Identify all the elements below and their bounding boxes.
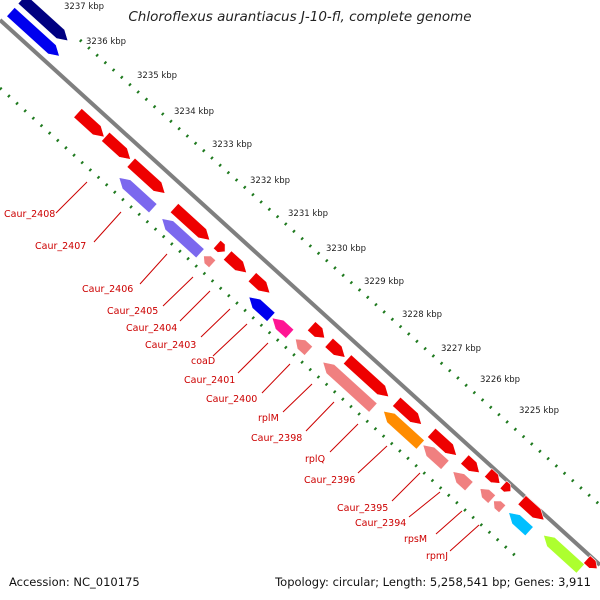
leader-line-caur-2406 <box>139 253 168 285</box>
tick-label-3229-kbp: 3229 kbp <box>364 277 404 287</box>
tick-label-3232-kbp: 3232 kbp <box>250 176 290 186</box>
leader-line-caur-2394 <box>408 491 441 518</box>
gene-arrow-5[interactable] <box>126 157 169 198</box>
gene-arrow-32[interactable] <box>539 531 585 574</box>
gene-arrow-33[interactable] <box>583 555 600 573</box>
leader-line-caur-2400 <box>261 363 291 394</box>
gene-arrow-27[interactable] <box>476 485 497 504</box>
gene-arrow-4[interactable] <box>100 131 134 164</box>
scale-ticks: 3237 kbp 3236 kbp 3235 kbp 3234 kbp 3233 kbp… <box>64 2 559 416</box>
gene-arrow-22[interactable] <box>426 427 460 460</box>
gene-arrow-26[interactable] <box>483 468 503 488</box>
gene-label-caur-2408: Caur_2408 <box>4 209 55 220</box>
gene-label-coad: coaD <box>191 356 215 367</box>
gene-label-caur-2400: Caur_2400 <box>206 394 257 405</box>
tick-label-3236-kbp: 3236 kbp <box>86 37 126 47</box>
gene-arrow-18[interactable] <box>342 354 393 402</box>
gene-arrow-19[interactable] <box>319 358 378 413</box>
gene-arrow-9[interactable] <box>212 239 229 256</box>
outer-dotted-ring <box>79 38 600 507</box>
gene-arrow-28[interactable] <box>499 480 514 495</box>
gene-label-caur-2404: Caur_2404 <box>126 323 177 334</box>
gene-label-caur-2403: Caur_2403 <box>145 340 196 351</box>
gene-arrow-13[interactable] <box>245 292 276 322</box>
tick-label-3227-kbp: 3227 kbp <box>441 344 481 354</box>
gene-arrow-15[interactable] <box>306 321 328 343</box>
gene-arrow-21[interactable] <box>379 407 425 450</box>
gene-arrow-20[interactable] <box>391 396 425 429</box>
gene-label-rpsm: rpsM <box>404 534 427 545</box>
gene-arrow-25[interactable] <box>449 467 474 492</box>
gene-label-caur-2405: Caur_2405 <box>107 306 158 317</box>
gene-arrow-12[interactable] <box>247 272 274 297</box>
map-title: Chloroflexus aurantiacus J-10-fl, comple… <box>128 9 472 25</box>
accession-text: Accession: NC_010175 <box>9 575 140 589</box>
gene-label-caur-2395: Caur_2395 <box>337 503 388 514</box>
gene-label-caur-2398: Caur_2398 <box>251 433 302 444</box>
gene-arrow-10[interactable] <box>200 252 217 269</box>
gene-label-caur-2396: Caur_2396 <box>304 475 355 486</box>
gene-arrow-2[interactable] <box>6 6 64 60</box>
gene-arrow-16[interactable] <box>291 335 314 356</box>
leader-line-caur-2396 <box>357 445 388 474</box>
gene-arrow-30[interactable] <box>517 495 548 524</box>
gene-label-rpmj: rpmJ <box>426 551 448 562</box>
tick-label-3233-kbp: 3233 kbp <box>212 140 252 150</box>
gene-label-caur-2394: Caur_2394 <box>355 518 406 529</box>
gene-arrow-1[interactable] <box>17 0 72 45</box>
tick-label-3235-kbp: 3235 kbp <box>137 71 177 81</box>
leader-line-coad <box>212 323 248 357</box>
gene-arrow-23[interactable] <box>419 440 450 470</box>
leader-line-caur-2407 <box>93 211 122 243</box>
tick-label-3234-kbp: 3234 kbp <box>174 107 214 117</box>
gene-arrow-8[interactable] <box>158 214 205 259</box>
leader-line-rpmj <box>449 524 480 552</box>
gene-label-caur-2407: Caur_2407 <box>35 241 86 252</box>
gene-arrow-29[interactable] <box>490 497 507 514</box>
tick-label-3230-kbp: 3230 kbp <box>326 244 366 254</box>
gene-arrow-31[interactable] <box>505 508 534 537</box>
tick-label-3237-kbp: 3237 kbp <box>64 2 104 12</box>
genome-backbone <box>0 18 600 567</box>
tick-label-3226-kbp: 3226 kbp <box>480 375 520 385</box>
gene-arrow-3[interactable] <box>73 108 109 141</box>
gene-labels: Caur_2408 Caur_2407 Caur_2406 Caur_2405 Caur… <box>4 181 480 562</box>
leader-line-caur-2401 <box>237 342 269 374</box>
tick-label-3231-kbp: 3231 kbp <box>288 209 328 219</box>
gene-arrow-6[interactable] <box>115 173 158 214</box>
leader-line-caur-2398 <box>305 401 335 432</box>
leader-line-rplq <box>329 423 359 453</box>
leader-line-caur-2405 <box>162 276 194 307</box>
tick-label-3225-kbp: 3225 kbp <box>519 406 559 416</box>
leader-line-rpsm <box>435 510 463 535</box>
gene-arrow-11[interactable] <box>222 250 250 277</box>
leader-line-caur-2404 <box>179 290 211 322</box>
gene-arrow-14[interactable] <box>268 313 295 339</box>
gene-label-rplm: rplM <box>258 413 279 424</box>
leader-line-rplm <box>282 383 313 413</box>
gene-arrow-17[interactable] <box>324 337 349 362</box>
inner-dotted-ring <box>0 86 522 562</box>
gene-features[interactable] <box>6 0 600 574</box>
summary-text: Topology: circular; Length: 5,258,541 bp… <box>275 575 591 589</box>
gene-arrow-7[interactable] <box>169 202 214 244</box>
gene-label-rplq: rplQ <box>305 454 325 465</box>
leader-line-caur-2403 <box>200 308 231 338</box>
tick-label-3228-kbp: 3228 kbp <box>402 310 442 320</box>
leader-line-caur-2395 <box>391 472 421 502</box>
leader-line-caur-2408 <box>55 181 88 214</box>
gene-label-caur-2406: Caur_2406 <box>82 284 133 295</box>
gene-label-caur-2401: Caur_2401 <box>184 375 235 386</box>
gene-arrow-24[interactable] <box>460 454 484 477</box>
